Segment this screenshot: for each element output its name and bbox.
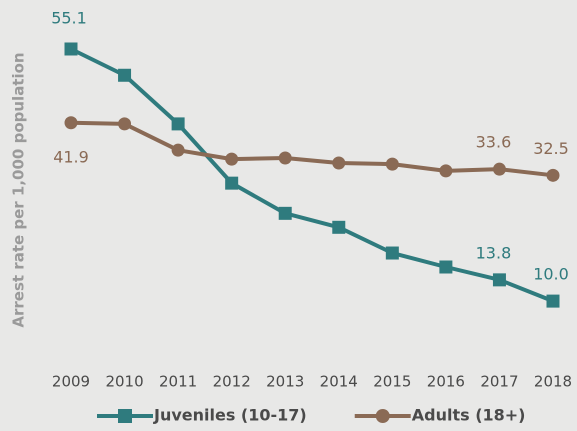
data-label: 55.1: [51, 8, 87, 27]
marker: [278, 206, 292, 220]
data-label: 33.6: [476, 133, 512, 152]
marker: [278, 151, 292, 165]
legend-marker: [118, 409, 132, 423]
marker: [492, 273, 506, 287]
data-label: 32.5: [533, 139, 569, 158]
x-tick-label: 2015: [373, 373, 411, 391]
marker: [225, 176, 239, 190]
x-tick-label: 2009: [52, 373, 90, 391]
marker: [385, 246, 399, 260]
series-line: [70, 47, 554, 303]
marker: [439, 260, 453, 274]
marker: [546, 168, 560, 182]
x-tick-label: 2017: [480, 373, 518, 391]
legend-label: Juveniles (10-17): [153, 406, 307, 425]
x-tick-label: 2013: [266, 373, 304, 391]
x-tick-label: 2012: [213, 373, 251, 391]
marker: [64, 42, 78, 56]
legend-label: Adults (18+): [412, 406, 526, 425]
x-tick-label: 2018: [534, 373, 572, 391]
marker: [171, 143, 185, 157]
x-tick-label: 2011: [159, 373, 197, 391]
marker: [64, 116, 78, 130]
data-label: 10.0: [533, 265, 569, 284]
marker: [332, 220, 346, 234]
marker: [332, 156, 346, 170]
y-axis-title: Arrest rate per 1,000 population: [10, 52, 28, 327]
marker: [546, 294, 560, 308]
marker: [118, 117, 132, 131]
x-tick-label: 2016: [427, 373, 465, 391]
marker: [118, 68, 132, 82]
marker: [171, 117, 185, 131]
data-label: 13.8: [476, 243, 512, 262]
marker: [439, 164, 453, 178]
data-label: 41.9: [53, 147, 89, 166]
series-line: [70, 120, 554, 178]
x-tick-label: 2014: [320, 373, 358, 391]
marker: [385, 157, 399, 171]
marker: [225, 152, 239, 166]
legend-marker: [375, 409, 390, 423]
x-tick-label: 2010: [105, 373, 143, 391]
marker: [492, 162, 506, 176]
